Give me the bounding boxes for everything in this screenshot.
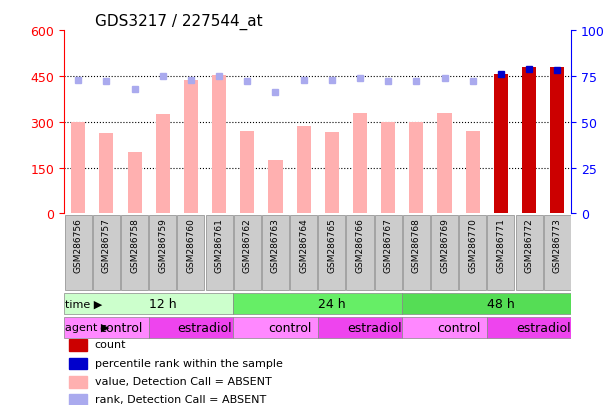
Text: GSM286761: GSM286761 [214,218,224,273]
FancyBboxPatch shape [205,216,233,291]
FancyBboxPatch shape [318,216,345,291]
Bar [156,115,170,214]
FancyBboxPatch shape [459,216,486,291]
FancyBboxPatch shape [346,216,373,291]
Text: count: count [95,339,126,350]
Bar [128,153,142,214]
Text: GSM286770: GSM286770 [468,218,477,273]
Text: value, Detection Call = ABSENT: value, Detection Call = ABSENT [95,376,271,386]
FancyBboxPatch shape [375,216,401,291]
FancyBboxPatch shape [516,216,543,291]
Bar [184,81,198,214]
Text: estradiol: estradiol [347,321,401,334]
FancyBboxPatch shape [431,216,458,291]
Bar [437,113,452,214]
Text: GDS3217 / 227544_at: GDS3217 / 227544_at [95,14,262,30]
Text: estradiol: estradiol [178,321,232,334]
Text: GSM286757: GSM286757 [102,218,111,273]
Bar [381,123,395,214]
Text: GSM286756: GSM286756 [74,218,82,273]
Text: GSM286764: GSM286764 [299,218,308,273]
FancyBboxPatch shape [290,216,317,291]
Bar [100,134,114,214]
Text: GSM286765: GSM286765 [327,218,336,273]
FancyBboxPatch shape [233,294,402,315]
Bar [212,76,226,214]
FancyBboxPatch shape [64,294,233,315]
Bar [69,358,87,370]
Text: GSM286762: GSM286762 [243,218,252,273]
Bar [69,376,87,388]
Bar [71,123,86,214]
Text: time ▶: time ▶ [65,299,102,309]
Text: estradiol: estradiol [516,321,571,334]
FancyBboxPatch shape [121,216,148,291]
Text: 24 h: 24 h [318,298,346,311]
Text: GSM286771: GSM286771 [496,218,505,273]
Bar [296,127,310,214]
Text: GSM286769: GSM286769 [440,218,449,273]
FancyBboxPatch shape [93,216,120,291]
Text: agent ▶: agent ▶ [65,323,109,332]
Bar [353,114,367,214]
Text: GSM286758: GSM286758 [130,218,139,273]
Text: GSM286766: GSM286766 [356,218,365,273]
Text: GSM286773: GSM286773 [553,218,562,273]
FancyBboxPatch shape [402,317,487,338]
Bar [240,132,254,214]
FancyBboxPatch shape [65,216,92,291]
Text: control: control [437,321,480,334]
FancyBboxPatch shape [64,317,148,338]
Text: GSM286763: GSM286763 [271,218,280,273]
FancyBboxPatch shape [149,216,177,291]
FancyBboxPatch shape [177,216,205,291]
Text: GSM286767: GSM286767 [384,218,393,273]
Bar [325,133,339,214]
Text: GSM286768: GSM286768 [412,218,421,273]
Text: control: control [99,321,142,334]
FancyBboxPatch shape [234,216,261,291]
FancyBboxPatch shape [318,317,402,338]
FancyBboxPatch shape [233,317,318,338]
FancyBboxPatch shape [148,317,233,338]
FancyBboxPatch shape [402,294,571,315]
Text: GSM286772: GSM286772 [524,218,533,273]
FancyBboxPatch shape [544,216,571,291]
Text: percentile rank within the sample: percentile rank within the sample [95,358,282,368]
FancyBboxPatch shape [487,317,571,338]
Text: GSM286759: GSM286759 [158,218,167,273]
FancyBboxPatch shape [262,216,289,291]
Text: 12 h: 12 h [149,298,177,311]
Bar [268,161,282,214]
Bar [466,132,480,214]
Bar [550,68,564,214]
Bar [494,75,508,214]
Text: rank, Detection Call = ABSENT: rank, Detection Call = ABSENT [95,394,266,404]
Bar [409,123,423,214]
Bar [69,394,87,406]
Text: control: control [268,321,311,334]
FancyBboxPatch shape [403,216,430,291]
Bar [69,339,87,351]
Bar [522,68,536,214]
Text: 48 h: 48 h [487,298,514,311]
FancyBboxPatch shape [488,216,514,291]
Text: GSM286760: GSM286760 [186,218,196,273]
